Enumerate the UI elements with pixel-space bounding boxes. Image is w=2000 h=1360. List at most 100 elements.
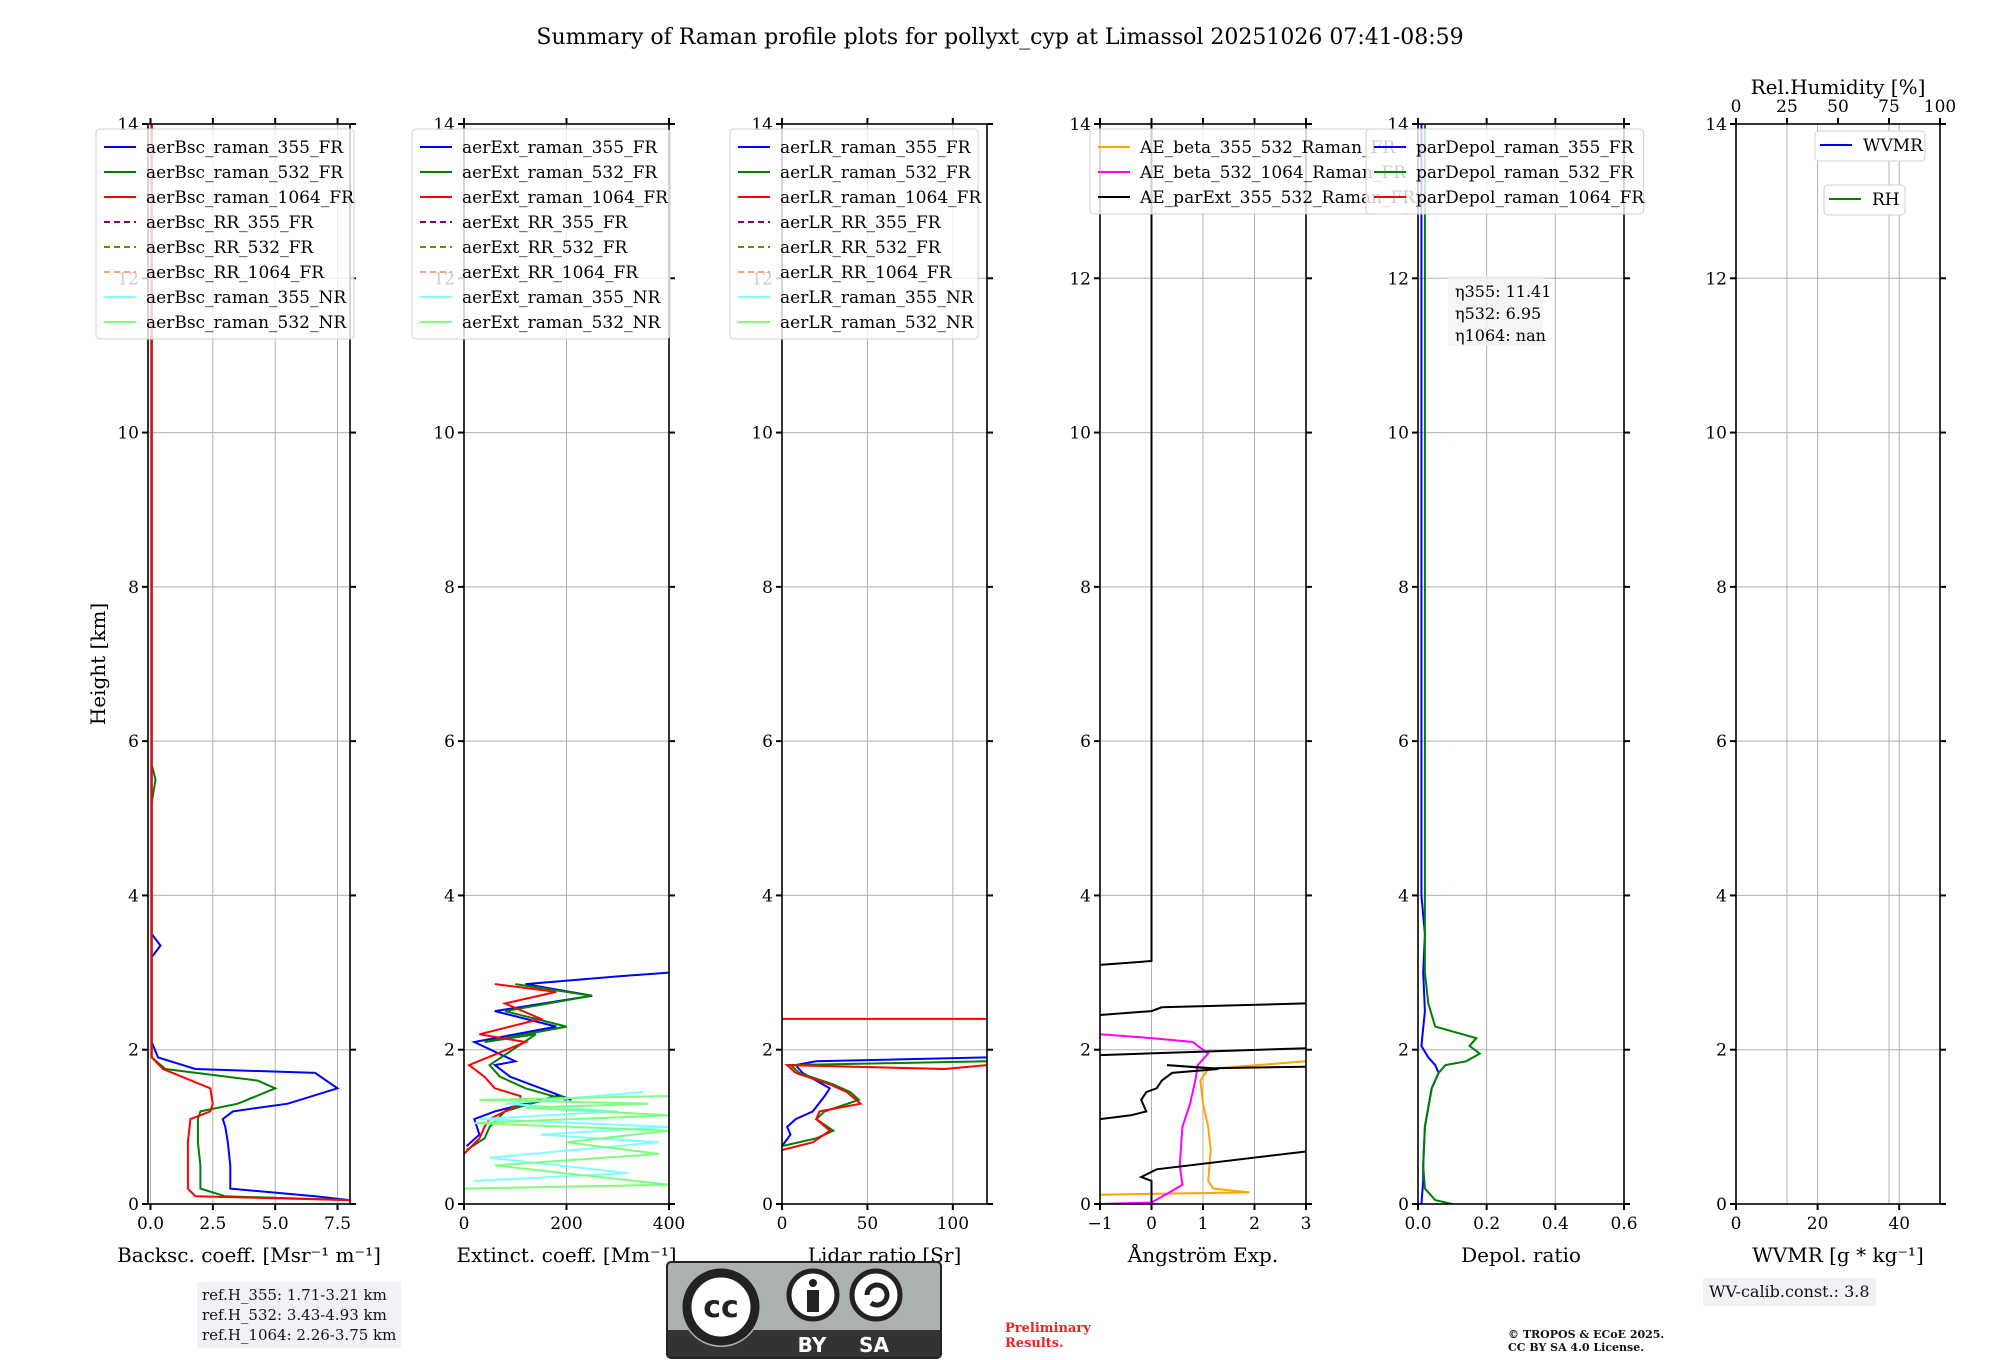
axes-frame bbox=[781, 123, 988, 1205]
legend-entry: aerBsc_RR_532_FR bbox=[146, 238, 314, 258]
by-person-head bbox=[809, 1279, 817, 1287]
y-tick-label: 6 bbox=[444, 732, 455, 752]
legend: aerExt_raman_355_FR aerExt_raman_532_FRae… bbox=[411, 128, 671, 340]
legend-entry: parDepol_raman_532_FR bbox=[1416, 163, 1635, 183]
y-tick-label: 2 bbox=[444, 1041, 455, 1061]
axes-frame bbox=[1417, 123, 1625, 1205]
y-tick-label: 8 bbox=[1080, 578, 1091, 598]
legend-WVMR: WVMR bbox=[1814, 130, 1926, 162]
preliminary-note: Preliminary Results. bbox=[1005, 1321, 1091, 1351]
series-line-aerBsc_raman_1064_FR bbox=[150, 124, 350, 1202]
x-tick-label: 2.5 bbox=[199, 1214, 226, 1234]
copyright-note: © TROPOS & ECoE 2025. CC BY SA 4.0 Licen… bbox=[1508, 1328, 1664, 1354]
cc-license-badge: cc BY SA bbox=[666, 1261, 942, 1359]
sa-share-icon bbox=[849, 1268, 903, 1322]
y-tick-label: 6 bbox=[1716, 732, 1727, 752]
x-tick-label: 0.0 bbox=[137, 1214, 164, 1234]
legend-entry: aerBsc_RR_1064_FR bbox=[146, 263, 325, 283]
x2-tick-label: 50 bbox=[1827, 97, 1849, 117]
legend-entry: aerBsc_raman_355_NR bbox=[146, 288, 347, 308]
legend-entry: aerBsc_raman_1064_FR bbox=[146, 188, 355, 208]
x2-tick-label: 25 bbox=[1776, 97, 1798, 117]
preliminary-line-2: Results. bbox=[1005, 1336, 1064, 1351]
y-tick-label: 0 bbox=[1398, 1195, 1409, 1215]
copyright-line-2: CC BY SA 4.0 License. bbox=[1508, 1341, 1645, 1354]
ref-height-1064: ref.H_1064: 2.26-3.75 km bbox=[202, 1326, 397, 1344]
panel-2: 024681012140200400Extinct. coeff. [Mm⁻¹]… bbox=[411, 115, 685, 1267]
y-tick-label: 8 bbox=[444, 578, 455, 598]
y-tick-label: 4 bbox=[1080, 886, 1091, 906]
legend-entry: aerExt_raman_355_NR bbox=[462, 288, 661, 308]
x-tick-label: 0.0 bbox=[1404, 1214, 1431, 1234]
x-tick-label: 0 bbox=[777, 1214, 788, 1234]
legend: aerBsc_raman_355_FR aerBsc_raman_532_FRae… bbox=[95, 128, 355, 340]
x-axis-label: Extinct. coeff. [Mm⁻¹] bbox=[456, 1243, 676, 1267]
y-tick-label: 6 bbox=[1398, 732, 1409, 752]
plot-area bbox=[464, 971, 669, 1190]
series-line-parDepol_raman_532_FR bbox=[1422, 124, 1482, 1204]
x-tick-label: 200 bbox=[550, 1214, 582, 1234]
y-tick-label: 6 bbox=[1080, 732, 1091, 752]
preliminary-line-1: Preliminary bbox=[1005, 1321, 1091, 1336]
y-tick-label: 10 bbox=[117, 424, 139, 444]
y-tick-label: 4 bbox=[1716, 886, 1727, 906]
y-tick-label: 10 bbox=[1705, 424, 1727, 444]
legend-entry: aerBsc_raman_355_FR bbox=[146, 138, 344, 158]
x-axis-label: Ångström Exp. bbox=[1127, 1242, 1278, 1267]
x-tick-label: 0.4 bbox=[1542, 1214, 1569, 1234]
x2-axis-label: Rel.Humidity [%] bbox=[1751, 75, 1926, 99]
y-tick-label: 10 bbox=[751, 424, 773, 444]
y-tick-label: 0 bbox=[762, 1195, 773, 1215]
series-line-aerLR_raman_355_FR bbox=[782, 1056, 987, 1147]
y-tick-label: 8 bbox=[128, 578, 139, 598]
x-tick-label: 1 bbox=[1198, 1214, 1209, 1234]
ref-height-532: ref.H_532: 3.43-4.93 km bbox=[202, 1306, 387, 1324]
annotation-line: η355: 11.41 bbox=[1455, 282, 1551, 301]
legend-entry: aerExt_RR_355_FR bbox=[462, 213, 628, 233]
y-tick-label: 2 bbox=[762, 1041, 773, 1061]
x-tick-label: 0.2 bbox=[1473, 1214, 1500, 1234]
legend-entry: AE_parExt_355_532_Raman_FR bbox=[1139, 188, 1416, 208]
y-tick-label: 2 bbox=[1080, 1041, 1091, 1061]
figure-title: Summary of Raman profile plots for polly… bbox=[536, 25, 1463, 50]
series-line-AE_parExt_355_532_Raman_FR_e bbox=[1100, 124, 1153, 966]
cc-icon bbox=[682, 1268, 760, 1346]
sa-label: SA bbox=[859, 1333, 889, 1357]
x-tick-label: 2 bbox=[1249, 1214, 1260, 1234]
legend-entry: aerLR_RR_355_FR bbox=[780, 213, 942, 233]
axes-frame bbox=[147, 123, 351, 1205]
axes-frame bbox=[1735, 123, 1941, 1205]
legend-box bbox=[1823, 184, 1906, 216]
x-tick-label: 0.6 bbox=[1610, 1214, 1637, 1234]
legend-entry: aerBsc_raman_532_NR bbox=[146, 313, 347, 333]
legend-entry: aerExt_raman_532_NR bbox=[462, 313, 661, 333]
y-tick-label: 12 bbox=[1069, 269, 1091, 289]
series-line-aerLR_raman_532_FR bbox=[782, 1060, 987, 1148]
x-tick-label: 0 bbox=[1731, 1214, 1742, 1234]
x2-tick-label: 75 bbox=[1878, 97, 1900, 117]
x-tick-label: 40 bbox=[1888, 1214, 1910, 1234]
y-tick-label: 6 bbox=[762, 732, 773, 752]
legend-entry: aerLR_raman_355_FR bbox=[780, 138, 972, 158]
x-tick-label: 0 bbox=[459, 1214, 470, 1234]
y-tick-label: 12 bbox=[1705, 269, 1727, 289]
legend-entry: aerLR_raman_355_NR bbox=[780, 288, 975, 308]
legend-entry: aerExt_raman_1064_FR bbox=[462, 188, 669, 208]
panel-3: 02468101214050100Lidar ratio [Sr]aerLR_r… bbox=[729, 115, 993, 1267]
by-person-body bbox=[807, 1290, 819, 1312]
y-tick-label: 0 bbox=[128, 1195, 139, 1215]
series-line-AE_beta_532_1064_Raman_FR bbox=[1100, 1033, 1210, 1204]
depol-eta-annotation: η355: 11.41 η532: 6.95 η1064: nan bbox=[1448, 276, 1551, 346]
y-axis-label: Height [km] bbox=[86, 603, 110, 725]
sa-arrow bbox=[864, 1282, 890, 1308]
legend-entry: aerExt_raman_532_FR bbox=[462, 163, 658, 183]
legend-entry: aerExt_RR_532_FR bbox=[462, 238, 628, 258]
legend-box bbox=[411, 128, 671, 340]
annotation-line: η1064: nan bbox=[1455, 326, 1546, 345]
legend-entry: RH bbox=[1872, 190, 1900, 210]
legend-box bbox=[1814, 130, 1926, 162]
legend: AE_beta_355_532_Raman_FR AE_beta_532_1064… bbox=[1089, 128, 1416, 215]
